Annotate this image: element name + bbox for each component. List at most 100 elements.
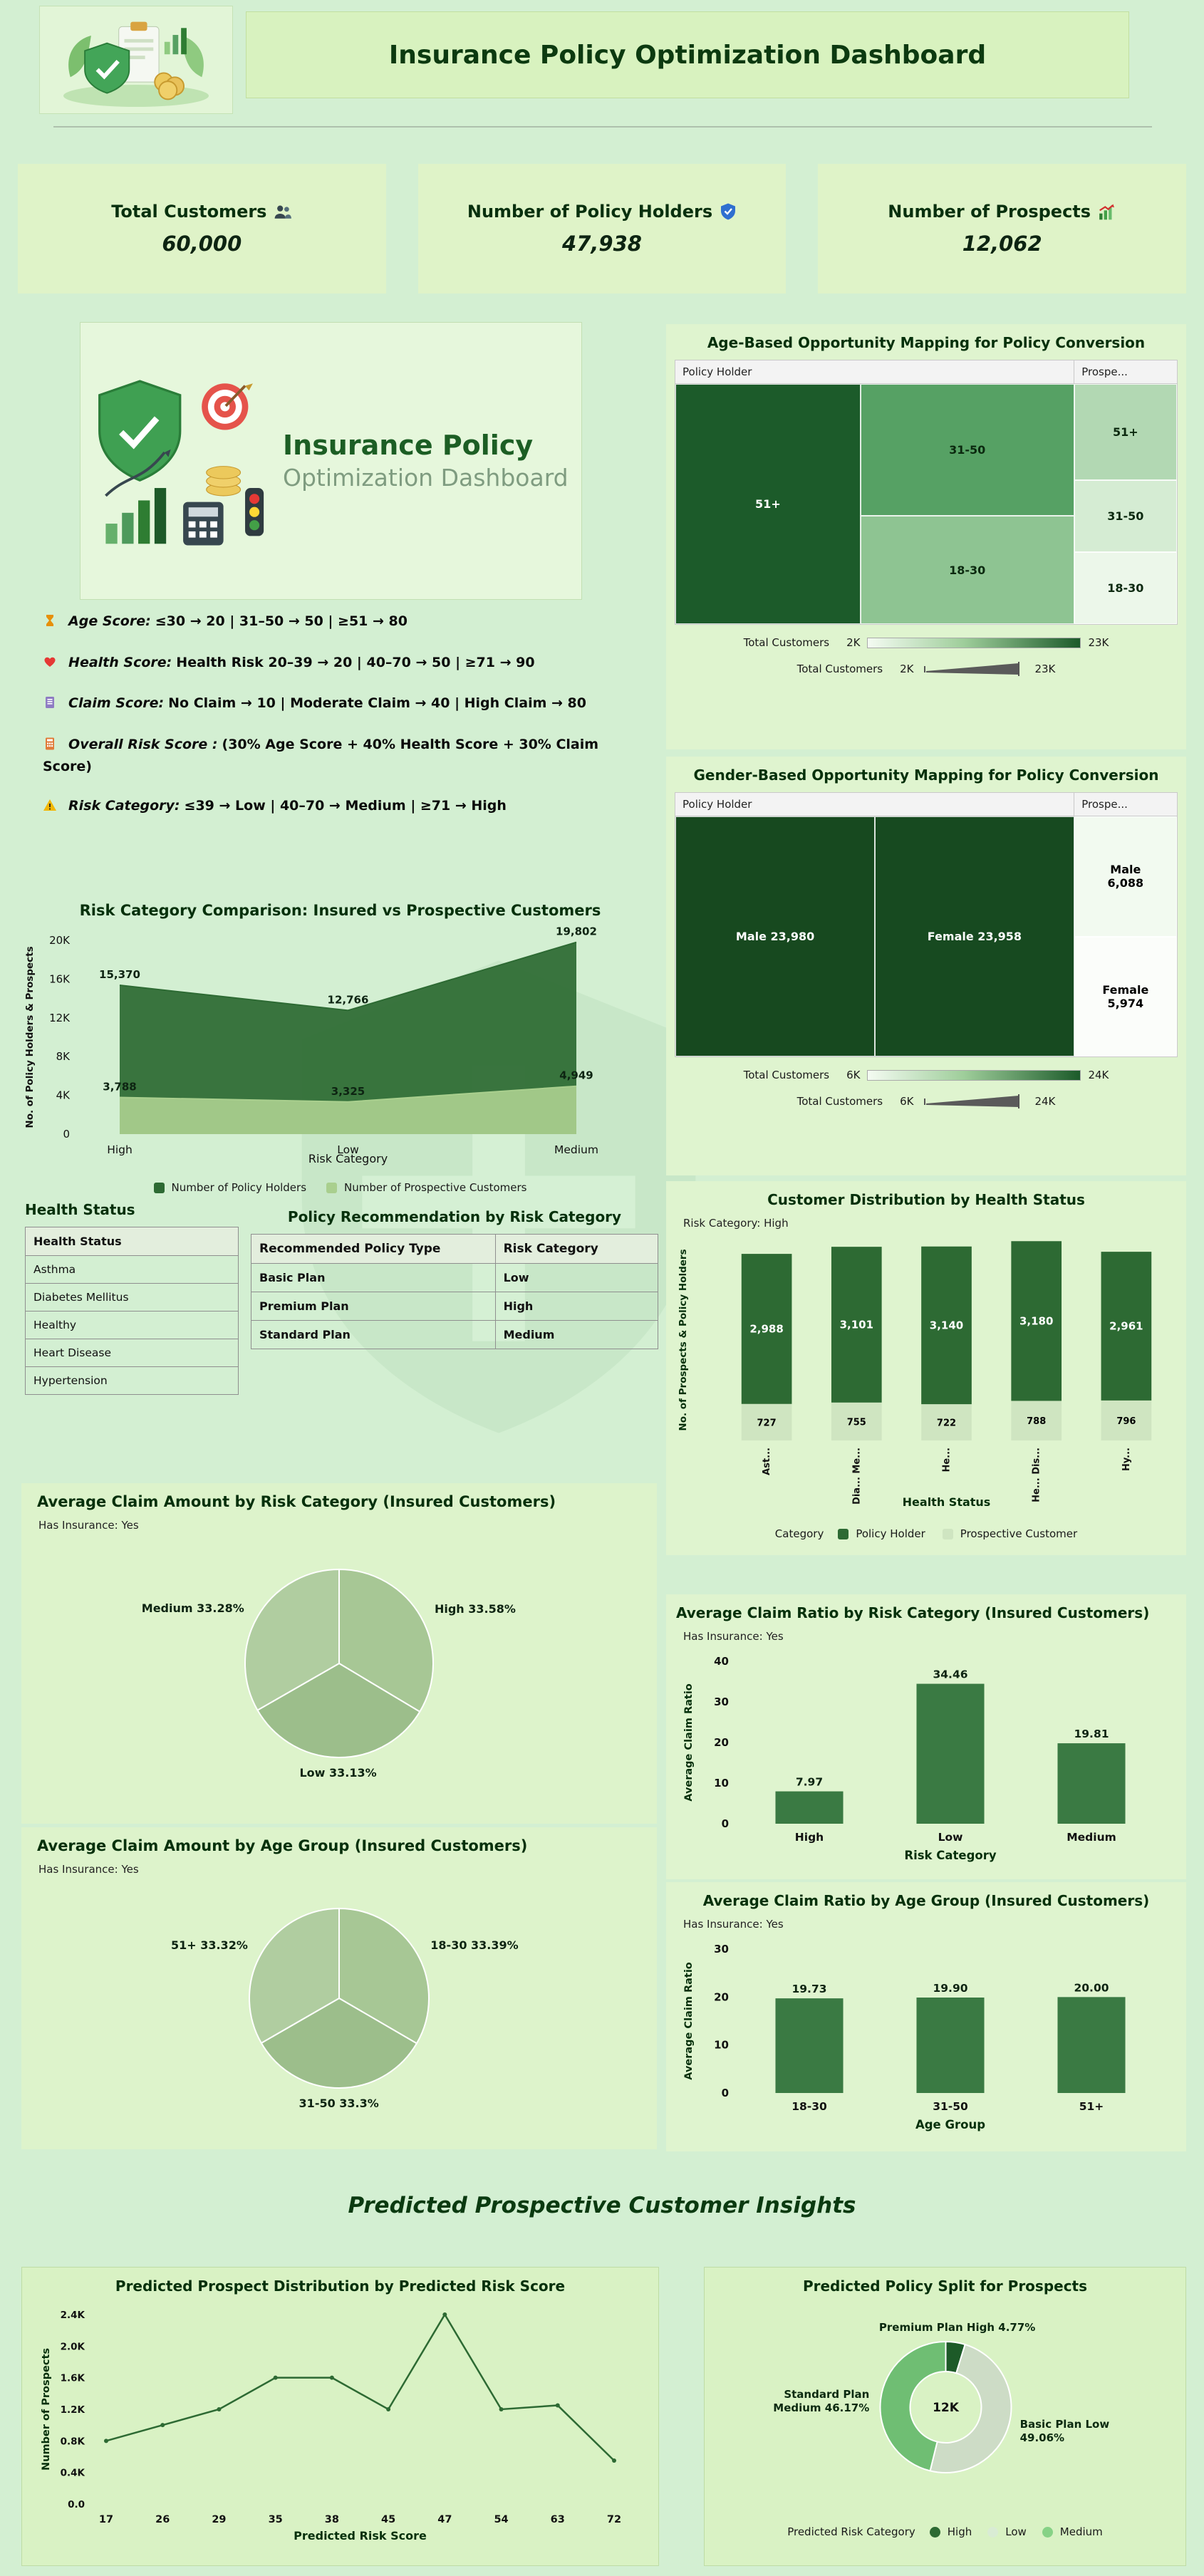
claim-ratio-age-chart[interactable]: 0 10 20 30 19.73 18-30 19.90 31-50 20.00 51+ Age G… xyxy=(673,1931,1179,2134)
svg-text:72: 72 xyxy=(607,2514,621,2525)
treemap-cell[interactable]: Female 23,958 xyxy=(875,816,1074,1056)
svg-text:Number of Prospects: Number of Prospects xyxy=(41,2348,52,2471)
risk-comparison-chart[interactable]: 0 4K 8K 12K 16K 20K 15,370 12,766 19,802 3,788 3,3… xyxy=(21,919,652,1167)
gender-treemap[interactable]: Policy Holder Prospe... Male 23,980 Female … xyxy=(675,792,1178,1057)
kpi-total-customers[interactable]: Total Customers 60,000 xyxy=(18,164,386,294)
claim-ratio-risk-chart[interactable]: 0 10 20 30 40 7.97 High 34.46 Low 19.81 Medium Risk… xyxy=(673,1643,1179,1865)
treemap-group-header: Prospe... xyxy=(1074,792,1178,816)
donut-slice[interactable] xyxy=(879,2340,947,2472)
claim-amount-risk-pie[interactable]: High 33.58% Low 33.13% Medium 33.28% xyxy=(21,1532,657,1782)
brand-title-line1: Insurance Policy xyxy=(283,429,534,461)
bar[interactable] xyxy=(1010,1401,1062,1440)
policy-recommendation-section: Policy Recommendation by Risk Category R… xyxy=(251,1208,659,1349)
treemap-cell[interactable]: 18-30 xyxy=(860,516,1074,624)
bar[interactable] xyxy=(1101,1252,1151,1401)
area-series[interactable] xyxy=(120,942,576,1134)
age-treemap[interactable]: Policy Holder Prospe... 51+ 31-50 18-30 51+ 31… xyxy=(675,360,1178,625)
kpi-value: 60,000 xyxy=(162,232,242,256)
table-row: Premium Plan High xyxy=(251,1292,659,1321)
svg-text:16K: 16K xyxy=(49,972,71,985)
bar[interactable] xyxy=(775,1998,844,2093)
svg-text:18-30: 18-30 xyxy=(792,2100,827,2113)
svg-text:47: 47 xyxy=(437,2514,452,2525)
claim-amount-risk-section: Average Claim Amount by Risk Category (I… xyxy=(21,1483,657,1824)
line-series[interactable] xyxy=(105,2312,615,2461)
svg-text:19.81: 19.81 xyxy=(1074,1728,1109,1740)
page-title-banner: Insurance Policy Optimization Dashboard xyxy=(246,11,1129,98)
score-notes: Age Score: ≤30 → 20 | 31–50 → 50 | ≥51 →… xyxy=(43,611,645,836)
treemap-cell[interactable]: Male 23,980 xyxy=(675,816,876,1056)
table-row[interactable]: Diabetes Mellitus xyxy=(25,1283,239,1312)
bar[interactable] xyxy=(775,1791,844,1824)
calculator-icon xyxy=(43,737,57,757)
treemap-group-header: Policy Holder xyxy=(675,360,1075,384)
legend-swatch xyxy=(153,1182,165,1193)
svg-text:31-50: 31-50 xyxy=(933,2100,968,2113)
policy-split-donut[interactable]: Premium Plan High 4.77% Basic Plan Low 49.… xyxy=(705,2295,1187,2514)
svg-text:722: 722 xyxy=(936,1418,955,1429)
treemap-cell[interactable]: 51+ xyxy=(675,384,861,624)
dashboard-logo-card: Insurance Policy Optimization Dashboard xyxy=(80,322,582,600)
pie-slice[interactable] xyxy=(260,1997,418,2089)
legend-label: Policy Holder xyxy=(856,1527,925,1540)
svg-text:7.97: 7.97 xyxy=(796,1776,823,1789)
heart-icon xyxy=(43,655,57,675)
svg-text:Low 33.13%: Low 33.13% xyxy=(299,1766,376,1780)
bar[interactable] xyxy=(920,1246,972,1405)
pie-slice[interactable] xyxy=(256,1662,421,1758)
chart-title: Average Claim Amount by Age Group (Insur… xyxy=(37,1837,528,1854)
svg-text:0: 0 xyxy=(63,1128,70,1141)
pie-slice[interactable] xyxy=(338,1907,430,2045)
pie-slice[interactable] xyxy=(338,1568,434,1713)
bar[interactable] xyxy=(1057,1743,1126,1824)
health-status-title: Health Status xyxy=(25,1201,135,1218)
chart-title: Gender-Based Opportunity Mapping for Pol… xyxy=(693,767,1159,784)
table-row[interactable]: Hypertension xyxy=(25,1366,239,1395)
health-distribution-section: Customer Distribution by Health Status R… xyxy=(666,1181,1186,1555)
claim-amount-age-pie[interactable]: 18-30 33.39% 31-50 33.3% 51+ 33.32% xyxy=(21,1876,657,2111)
hourglass-icon xyxy=(43,613,57,634)
svg-text:18-30 33.39%: 18-30 33.39% xyxy=(430,1938,518,1952)
svg-text:0: 0 xyxy=(722,2087,729,2099)
health-status-section: Health Status Health Status Asthma Diabe… xyxy=(25,1201,239,1395)
pie-slice[interactable] xyxy=(249,1907,340,2045)
prospect-line-chart[interactable]: 0.0 0.4K 0.8K 1.2K 1.6K 2.0K 2.4K 17 26 29 35 38 45 4… xyxy=(32,2299,648,2547)
table-row[interactable]: Healthy xyxy=(25,1311,239,1339)
bar[interactable] xyxy=(916,1998,985,2093)
health-status-table[interactable]: Health Status Asthma Diabetes Mellitus H… xyxy=(25,1227,239,1395)
health-distribution-chart[interactable]: 727 2,988 Ast... 755 3,101 Dia... Me... 722 3,1… xyxy=(672,1230,1181,1525)
svg-text:3,140: 3,140 xyxy=(929,1319,962,1331)
treemap-cell[interactable]: 18-30 xyxy=(1074,551,1177,624)
bar[interactable] xyxy=(1010,1241,1062,1401)
bar[interactable] xyxy=(831,1402,882,1440)
bar[interactable] xyxy=(1057,1997,1126,2093)
svg-text:Average Claim Ratio: Average Claim Ratio xyxy=(683,1683,695,1802)
table-row[interactable]: Heart Disease xyxy=(25,1339,239,1367)
kpi-policy-holders[interactable]: Number of Policy Holders 47,938 xyxy=(417,164,787,294)
treemap-cell[interactable]: Male 6,088 xyxy=(1074,816,1177,937)
kpi-prospects[interactable]: Number of Prospects 12,062 xyxy=(818,164,1187,294)
svg-text:54: 54 xyxy=(494,2514,508,2525)
svg-text:2,961: 2,961 xyxy=(1109,1320,1143,1333)
treemap-cell[interactable]: 31-50 xyxy=(860,384,1074,516)
donut-slice[interactable] xyxy=(929,2343,1012,2473)
table-row[interactable]: Asthma xyxy=(25,1255,239,1284)
treemap-cell[interactable]: Female 5,974 xyxy=(1074,936,1177,1056)
bar[interactable] xyxy=(741,1403,792,1440)
svg-text:He... Dis...: He... Dis... xyxy=(1031,1448,1042,1502)
legend-label: High xyxy=(947,2525,972,2538)
svg-text:51+: 51+ xyxy=(1079,2100,1104,2113)
area-series[interactable] xyxy=(120,1086,576,1134)
bar[interactable] xyxy=(916,1683,985,1824)
chart-title: Predicted Policy Split for Prospects xyxy=(802,2278,1088,2295)
bar[interactable] xyxy=(831,1247,882,1403)
svg-text:No. of Prospects & Policy Hold: No. of Prospects & Policy Holders xyxy=(678,1249,689,1430)
pie-slice[interactable] xyxy=(244,1568,340,1712)
treemap-cell[interactable]: 31-50 xyxy=(1074,479,1177,552)
treemap-cell[interactable]: 51+ xyxy=(1074,384,1177,480)
policy-recommendation-title: Policy Recommendation by Risk Category xyxy=(287,1208,622,1225)
bar[interactable] xyxy=(920,1404,972,1440)
bar[interactable] xyxy=(1101,1400,1151,1440)
bar[interactable] xyxy=(741,1254,792,1404)
claim-ratio-risk-section: Average Claim Ratio by Risk Category (In… xyxy=(666,1594,1186,1879)
